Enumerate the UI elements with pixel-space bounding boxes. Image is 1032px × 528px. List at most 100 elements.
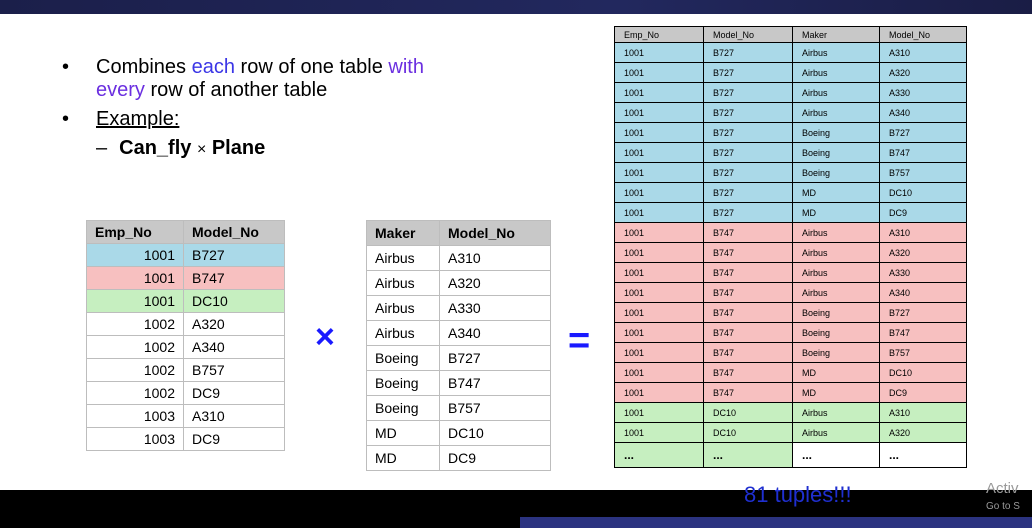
cell: B727 <box>703 62 793 83</box>
cell: B727 <box>703 102 793 123</box>
cell: 1001 <box>614 362 704 383</box>
table-row: 1001 B747 Boeing B727 <box>614 302 967 323</box>
table-row: 1001 DC10 Airbus A310 <box>614 402 967 423</box>
table-row: Airbus A340 <box>366 320 551 346</box>
cell: B747 <box>703 342 793 363</box>
bullet1-with: with <box>388 56 424 78</box>
cell: B757 <box>183 358 285 382</box>
cell: B757 <box>879 342 967 363</box>
cell: 1003 <box>86 427 184 451</box>
col-model-no: Model_No <box>439 220 551 246</box>
ellipsis-cell: ... <box>792 442 880 468</box>
cell: 1001 <box>614 82 704 103</box>
table-row: 1001 B747 <box>86 266 285 290</box>
table-row: 1001 B727 Airbus A340 <box>614 102 967 123</box>
cell: Airbus <box>792 82 880 103</box>
table-row: 1001 DC10 <box>86 289 285 313</box>
cell: B747 <box>703 382 793 403</box>
table-row: 1001 B727 Boeing B747 <box>614 142 967 163</box>
cell: Boeing <box>792 142 880 163</box>
cell: Airbus <box>366 320 440 346</box>
cell: Boeing <box>366 345 440 371</box>
table-row: 1001 B727 Boeing B727 <box>614 122 967 143</box>
cell: B757 <box>439 395 551 421</box>
cell: 1001 <box>614 182 704 203</box>
cell: 1001 <box>86 243 184 267</box>
cell: A340 <box>439 320 551 346</box>
cell: B747 <box>703 242 793 263</box>
cell: MD <box>366 420 440 446</box>
bullet1-text-c: row of one table <box>234 56 389 78</box>
col-maker: Maker <box>792 26 880 43</box>
bullet1-each: each <box>191 56 235 78</box>
cell: B727 <box>879 122 967 143</box>
cell: 1002 <box>86 358 184 382</box>
cell: A310 <box>879 42 967 63</box>
cell: MD <box>792 382 880 403</box>
cell: A340 <box>879 102 967 123</box>
table-row: 1001 B727 MD DC9 <box>614 202 967 223</box>
table-header-row: Emp_No Model_No <box>86 220 285 244</box>
cell: Airbus <box>366 295 440 321</box>
cell: DC10 <box>703 402 793 423</box>
cell: 1001 <box>86 289 184 313</box>
bullet1-text-f: row of another table <box>144 79 328 101</box>
expr-can-fly: Can_fly <box>119 137 192 159</box>
cell: DC9 <box>183 427 285 451</box>
cell: DC10 <box>879 182 967 203</box>
cell: 1001 <box>614 242 704 263</box>
table-row: 1001 B727 MD DC10 <box>614 182 967 203</box>
cell: 1001 <box>86 266 184 290</box>
table-row: Airbus A330 <box>366 295 551 321</box>
cell: MD <box>792 362 880 383</box>
bullet-combines: Combines each row of one table with ever… <box>62 56 582 102</box>
cell: B747 <box>183 266 285 290</box>
cell: B747 <box>703 302 793 323</box>
cell: Airbus <box>366 245 440 271</box>
cell: Airbus <box>792 222 880 243</box>
cell: 1001 <box>614 42 704 63</box>
table-row: Boeing B747 <box>366 370 551 396</box>
activation-watermark: Activ <box>986 480 1019 497</box>
table-row: 1002 A320 <box>86 312 285 336</box>
example-label: Example: <box>96 108 180 130</box>
cell: Airbus <box>792 242 880 263</box>
cell: Boeing <box>366 370 440 396</box>
cell: 1001 <box>614 282 704 303</box>
cell: Boeing <box>792 162 880 183</box>
cell: B727 <box>879 302 967 323</box>
cell: 1001 <box>614 222 704 243</box>
cell: B747 <box>439 370 551 396</box>
cell: A340 <box>183 335 285 359</box>
cell: DC10 <box>439 420 551 446</box>
cell: Boeing <box>792 342 880 363</box>
cell: MD <box>792 202 880 223</box>
table-row: 1001 B727 Airbus A330 <box>614 82 967 103</box>
table-row: Airbus A320 <box>366 270 551 296</box>
col-model-no: Model_No <box>703 26 793 43</box>
cell: B747 <box>703 282 793 303</box>
table-header-row: Emp_No Model_No Maker Model_No <box>614 26 967 43</box>
cell: B747 <box>703 362 793 383</box>
tuple-count-note: 81 tuples!!! <box>744 482 852 507</box>
cell: 1002 <box>86 381 184 405</box>
table-row: MD DC9 <box>366 445 551 471</box>
cell: 1002 <box>86 312 184 336</box>
cell: DC9 <box>879 382 967 403</box>
cell: MD <box>792 182 880 203</box>
cell: A310 <box>183 404 285 428</box>
activation-watermark-sub: Go to S <box>986 501 1020 512</box>
cell: B727 <box>703 142 793 163</box>
bullet1-text-a: Combines <box>96 56 192 78</box>
cell: Airbus <box>366 270 440 296</box>
table-row: Airbus A310 <box>366 245 551 271</box>
cell: 1001 <box>614 262 704 283</box>
cell: B727 <box>439 345 551 371</box>
table-row: 1003 DC9 <box>86 427 285 451</box>
table-row: MD DC10 <box>366 420 551 446</box>
cell: B727 <box>183 243 285 267</box>
ellipsis-cell: ... <box>703 442 793 468</box>
cell: Boeing <box>792 122 880 143</box>
table-row: 1001 B747 Airbus A310 <box>614 222 967 243</box>
cell: 1002 <box>86 335 184 359</box>
